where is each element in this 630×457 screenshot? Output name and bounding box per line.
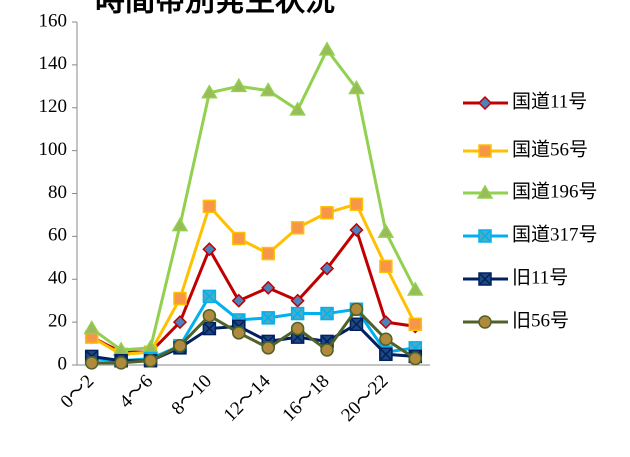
x-tick-label: 20～22 bbox=[337, 371, 392, 426]
point bbox=[377, 223, 395, 238]
point bbox=[261, 341, 275, 355]
point bbox=[143, 353, 158, 368]
point bbox=[173, 291, 187, 306]
y-tick-label: 60 bbox=[48, 225, 67, 246]
y-tick-label: 40 bbox=[48, 268, 67, 289]
marker-cross bbox=[479, 230, 491, 242]
legend-label: 旧11号 bbox=[512, 267, 568, 288]
y-tick-label: 20 bbox=[48, 310, 67, 331]
legend-marker bbox=[476, 184, 494, 199]
point bbox=[349, 197, 364, 211]
point bbox=[83, 320, 101, 335]
x-tick-label: 12～14 bbox=[220, 370, 276, 426]
point bbox=[201, 84, 218, 99]
point bbox=[290, 221, 305, 235]
y-tick-label: 0 bbox=[58, 353, 68, 374]
point bbox=[379, 259, 393, 274]
point bbox=[406, 281, 424, 296]
point bbox=[84, 356, 99, 370]
point bbox=[408, 317, 423, 332]
legend-marker bbox=[477, 95, 493, 111]
point bbox=[378, 315, 393, 330]
point bbox=[232, 231, 246, 246]
series-line bbox=[90, 202, 417, 356]
point bbox=[231, 293, 246, 308]
point bbox=[290, 321, 305, 336]
point bbox=[290, 293, 305, 308]
point bbox=[320, 206, 334, 220]
point bbox=[202, 308, 217, 323]
y-tick-label: 160 bbox=[39, 10, 68, 31]
x-tick-label: 4～6 bbox=[115, 371, 157, 413]
point bbox=[319, 261, 335, 276]
marker-cross bbox=[262, 312, 274, 324]
marker-cross bbox=[292, 308, 304, 320]
y-tick-label: 140 bbox=[39, 53, 68, 74]
point bbox=[349, 222, 364, 238]
marker-cross bbox=[321, 308, 333, 320]
point bbox=[202, 199, 217, 214]
point bbox=[230, 77, 248, 93]
point bbox=[232, 326, 246, 340]
legend-label: 国道56号 bbox=[512, 138, 588, 160]
series-line bbox=[90, 47, 417, 352]
point bbox=[318, 41, 336, 56]
point bbox=[172, 315, 188, 330]
point bbox=[261, 246, 275, 261]
marker-cross bbox=[479, 273, 491, 285]
y-tick-label: 80 bbox=[48, 182, 67, 203]
legend-marker bbox=[478, 144, 492, 158]
point bbox=[320, 343, 334, 357]
y-tick-label: 100 bbox=[39, 139, 68, 160]
series-line bbox=[91, 322, 416, 363]
x-tick-label: 0～2 bbox=[57, 371, 99, 413]
point bbox=[171, 217, 189, 232]
point bbox=[379, 332, 393, 347]
marker-cross bbox=[203, 323, 215, 335]
legend-label: 旧56号 bbox=[512, 310, 569, 331]
marker-cross bbox=[350, 318, 362, 330]
point bbox=[348, 79, 365, 95]
legend-label: 国道196号 bbox=[512, 180, 598, 202]
point bbox=[202, 242, 217, 257]
x-tick-label: 8～10 bbox=[168, 371, 216, 419]
point bbox=[408, 351, 423, 366]
point bbox=[289, 101, 306, 116]
point bbox=[114, 356, 128, 370]
y-tick-label: 120 bbox=[39, 96, 68, 117]
marker-cross bbox=[203, 290, 215, 302]
marker-cross bbox=[380, 348, 392, 360]
legend-label: 国道317号 bbox=[512, 223, 598, 245]
legend-label: 国道11号 bbox=[512, 90, 587, 112]
point bbox=[261, 280, 276, 295]
chart-title: 時間帯別発生状況 bbox=[95, 0, 335, 19]
legend-marker bbox=[478, 315, 492, 329]
x-tick-label: 16～18 bbox=[278, 371, 333, 426]
point bbox=[173, 338, 187, 353]
point bbox=[349, 302, 364, 317]
point bbox=[259, 82, 277, 97]
